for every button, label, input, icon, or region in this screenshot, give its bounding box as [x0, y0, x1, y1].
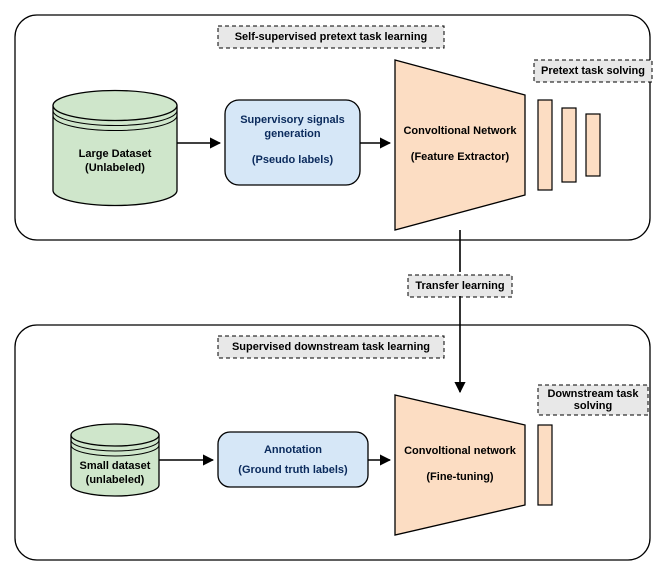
annotation-box-l1: Annotation: [264, 444, 322, 456]
supervisory-signals-box-l1: Supervisory signals: [240, 114, 345, 126]
convnet-bottom: [395, 395, 525, 535]
large-dataset-db-top: [53, 91, 177, 121]
downstream-bar-0: [538, 425, 552, 505]
supervisory-signals-box-l3: (Pseudo labels): [252, 154, 334, 166]
large-dataset-db-label2: (Unlabeled): [85, 162, 145, 174]
supervisory-signals-box: [225, 100, 360, 185]
label-downstream-solving-text: solving: [574, 400, 613, 412]
label-top-panel-text: Self-supervised pretext task learning: [235, 31, 428, 43]
label-pretext-solving-text: Pretext task solving: [541, 65, 645, 77]
convnet-top-l2: (Feature Extractor): [411, 151, 510, 163]
pretext-bar-1: [562, 108, 576, 182]
label-downstream-solving-text: Downstream task: [547, 388, 639, 400]
annotation-box-l2: (Ground truth labels): [238, 464, 348, 476]
convnet-top: [395, 60, 525, 230]
supervisory-signals-box-l2: generation: [264, 128, 321, 140]
large-dataset-db-label1: Large Dataset: [79, 148, 152, 160]
pretext-bar-2: [586, 114, 600, 176]
label-bottom-panel-text: Supervised downstream task learning: [232, 341, 430, 353]
small-dataset-db-label2: (unlabeled): [86, 474, 145, 486]
convnet-bottom-l1: Convoltional network: [404, 445, 517, 457]
small-dataset-db-label1: Small dataset: [80, 460, 151, 472]
convnet-bottom-l2: (Fine-tuning): [426, 471, 494, 483]
annotation-box: [218, 432, 368, 487]
pretext-bar-0: [538, 100, 552, 190]
convnet-top-l1: Convoltional Network: [403, 125, 517, 137]
label-transfer-text: Transfer learning: [415, 280, 504, 292]
small-dataset-db-top: [71, 424, 159, 446]
